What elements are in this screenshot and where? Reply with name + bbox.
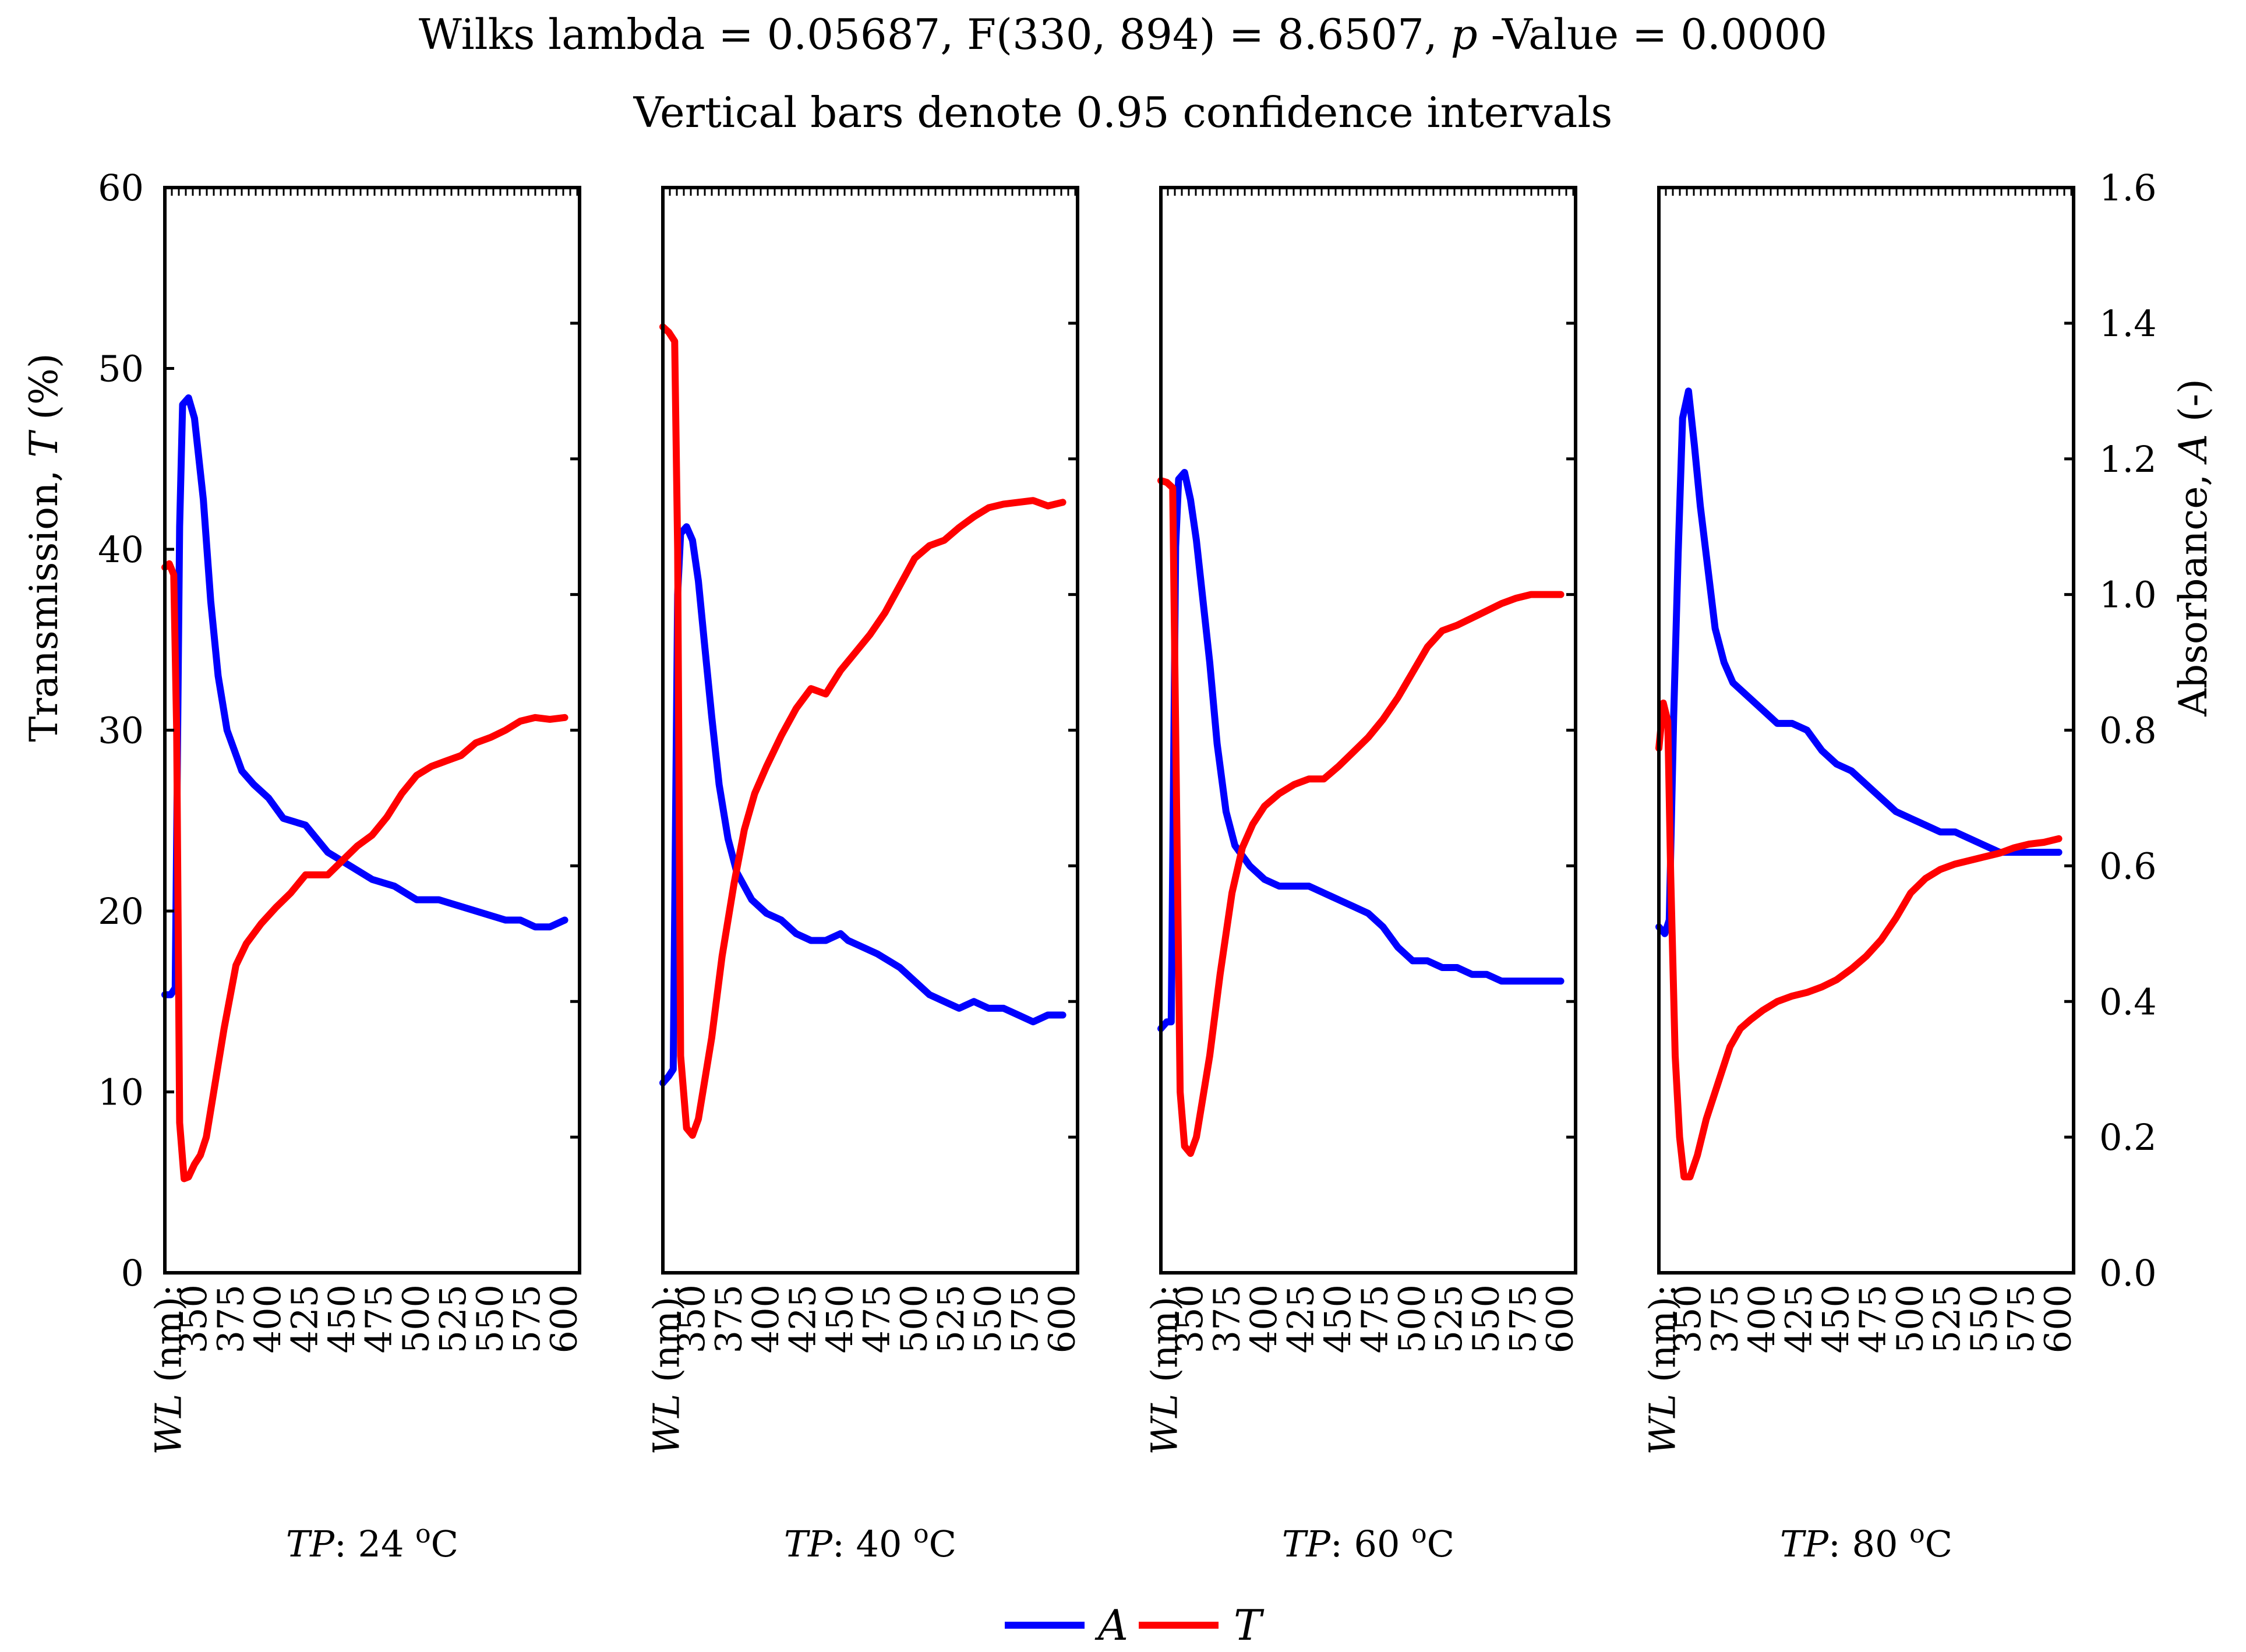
- x-tick-label: 400: [1740, 1284, 1783, 1353]
- x-tick-label: 600: [2037, 1284, 2079, 1353]
- x-tick-label: 575: [1502, 1284, 1544, 1353]
- x-tick-label: 550: [1962, 1284, 2005, 1353]
- series-line-A: [1655, 387, 2063, 937]
- panel-label: TP: 24 oC: [286, 1519, 458, 1565]
- y-right-tick-label: 0.6: [2099, 845, 2157, 887]
- y-right-tick-label: 0.8: [2099, 709, 2157, 752]
- legend: A T: [1005, 1601, 1265, 1650]
- x-tick-label: 525: [1428, 1284, 1470, 1353]
- legend-label-A: A: [1094, 1601, 1128, 1649]
- x-tick-label: 475: [358, 1284, 400, 1353]
- panel-frame: [661, 186, 1079, 1275]
- y-right-tick-label: 1.6: [2099, 167, 2157, 209]
- x-tick-label: 425: [1280, 1284, 1322, 1353]
- x-tick-label: 350: [670, 1284, 713, 1353]
- y-left-tick-label: 40: [98, 528, 144, 571]
- y-right-tick-label: 0.0: [2099, 1252, 2157, 1294]
- x-tick-label: 350: [1666, 1284, 1709, 1353]
- x-axis-title: WL (nm):: [147, 1284, 190, 1455]
- panel-frame: [1159, 186, 1577, 1275]
- x-tick-label: 450: [1814, 1284, 1857, 1353]
- x-tick-label: 575: [506, 1284, 548, 1353]
- x-tick-label: 375: [707, 1284, 750, 1353]
- x-tick-label: 500: [1888, 1284, 1931, 1353]
- y-right-tick-label: 1.2: [2099, 438, 2157, 481]
- panel-1: WL (nm):35037540042545047550052555057560…: [147, 186, 585, 1565]
- y-right-tick-label: 0.2: [2099, 1116, 2157, 1159]
- panel-frame: [1657, 186, 2075, 1275]
- chart-title-line2: Vertical bars denote 0.95 confidence int…: [633, 88, 1613, 137]
- x-axis-title: WL (nm):: [645, 1284, 688, 1455]
- y-left-axis-title: Transmission, T (%): [22, 353, 66, 742]
- panel-label: TP: 80 oC: [1780, 1519, 1952, 1565]
- legend-label-T: T: [1234, 1601, 1265, 1649]
- x-tick-label: 475: [856, 1284, 898, 1353]
- x-tick-label: 375: [209, 1284, 252, 1353]
- x-tick-label: 600: [1539, 1284, 1581, 1353]
- x-tick-label: 350: [172, 1284, 215, 1353]
- panels-layer: WL (nm):35037540042545047550052555057560…: [147, 186, 2079, 1565]
- series-line-A: [659, 523, 1067, 1086]
- x-tick-label: 575: [1004, 1284, 1046, 1353]
- panel-4: WL (nm):35037540042545047550052555057560…: [1641, 186, 2079, 1565]
- panel-label: TP: 40 oC: [784, 1519, 956, 1565]
- x-tick-label: 400: [744, 1284, 787, 1353]
- x-tick-label: 575: [2000, 1284, 2042, 1353]
- y-left-tick-label: 20: [98, 890, 144, 933]
- series-line-T: [1157, 477, 1565, 1157]
- x-tick-label: 600: [1041, 1284, 1083, 1353]
- x-axis-title: WL (nm):: [1641, 1284, 1684, 1455]
- panel-3: WL (nm):35037540042545047550052555057560…: [1143, 186, 1581, 1565]
- panel-2: WL (nm):35037540042545047550052555057560…: [645, 186, 1083, 1565]
- x-tick-label: 550: [1464, 1284, 1507, 1353]
- x-tick-label: 425: [1778, 1284, 1820, 1353]
- x-tick-label: 375: [1703, 1284, 1746, 1353]
- x-tick-label: 525: [930, 1284, 972, 1353]
- x-tick-label: 400: [1242, 1284, 1285, 1353]
- y-right-axis-title: Absorbance, A (-): [2171, 379, 2216, 717]
- x-axis-title: WL (nm):: [1143, 1284, 1186, 1455]
- x-tick-label: 600: [543, 1284, 585, 1353]
- x-tick-label: 475: [1354, 1284, 1396, 1353]
- panel-label: TP: 60 oC: [1282, 1519, 1454, 1565]
- x-tick-label: 400: [246, 1284, 289, 1353]
- x-tick-label: 525: [1926, 1284, 1968, 1353]
- x-tick-label: 500: [892, 1284, 935, 1353]
- y-left-tick-label: 0: [121, 1252, 144, 1294]
- x-tick-label: 450: [818, 1284, 861, 1353]
- y-right-tick-label: 1.0: [2099, 574, 2157, 616]
- series-line-T: [659, 323, 1067, 1139]
- x-tick-label: 375: [1205, 1284, 1248, 1353]
- x-tick-label: 425: [782, 1284, 824, 1353]
- axes-layer: 0 10 20 30 40 50 60 0.0 0.2 0.4 0.6 0.8 1.0 1.2 1.4 1.6: [98, 167, 2157, 1294]
- x-tick-label: 450: [1316, 1284, 1359, 1353]
- y-right-tick-label: 1.4: [2099, 302, 2157, 345]
- y-left-tick-label: 10: [98, 1071, 144, 1114]
- x-tick-label: 500: [394, 1284, 437, 1353]
- series-line-T: [1655, 699, 2063, 1181]
- y-left-tick-label: 50: [98, 348, 144, 390]
- x-tick-label: 500: [1390, 1284, 1433, 1353]
- series-line-A: [1157, 469, 1565, 1032]
- x-tick-label: 350: [1168, 1284, 1211, 1353]
- x-tick-label: 525: [432, 1284, 474, 1353]
- series-line-A: [161, 394, 568, 998]
- y-right-tick-label: 0.4: [2099, 980, 2157, 1023]
- x-tick-label: 425: [284, 1284, 326, 1353]
- y-left-tick-label: 30: [98, 709, 144, 752]
- series-line-T: [161, 560, 568, 1182]
- x-tick-label: 450: [320, 1284, 363, 1353]
- x-tick-label: 550: [966, 1284, 1009, 1353]
- x-tick-label: 550: [468, 1284, 511, 1353]
- chart-title-line1: Wilks lambda = 0.05687, F(330, 894) = 8.…: [419, 10, 1827, 59]
- y-left-tick-label: 60: [98, 167, 144, 209]
- x-tick-label: 475: [1852, 1284, 1894, 1353]
